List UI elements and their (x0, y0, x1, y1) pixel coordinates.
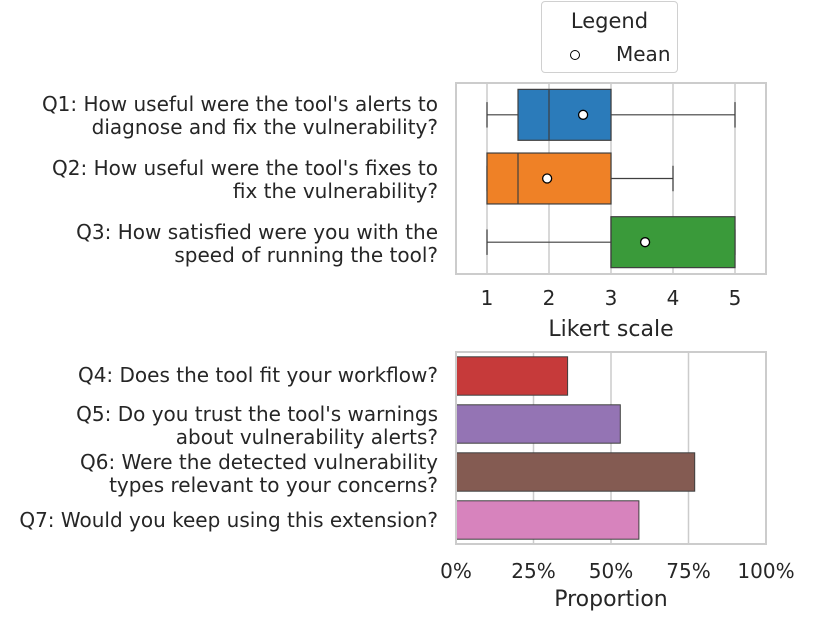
legend: Legend Mean (541, 1, 678, 73)
question-label-q1: Q1: How useful were the tool's alerts to… (41, 92, 438, 139)
question-label-q7: Q7: Would you keep using this extension? (19, 508, 438, 532)
bar-q5 (455, 404, 621, 444)
x-tick-label: 3 (605, 286, 618, 310)
x-tick-label: 0% (440, 559, 472, 583)
barplot-panel: 0% 25% 50% 75% 100% Proportion (440, 351, 795, 612)
boxplot-panel: 1 2 3 4 5 Likert scale (455, 82, 767, 342)
plot-frame (455, 82, 767, 275)
x-tick-label: 5 (729, 286, 742, 310)
legend-mean-label: Mean (616, 42, 671, 66)
x-axis-label: Likert scale (548, 317, 673, 342)
box-3 (486, 216, 736, 269)
box-2 (486, 152, 674, 205)
x-tick-label: 50% (589, 559, 633, 583)
x-tick-label: 1 (481, 286, 494, 310)
bar-q7 (455, 500, 640, 540)
box-iqr (610, 216, 736, 269)
mean-marker (639, 237, 651, 248)
mean-marker (541, 173, 553, 184)
box-1 (486, 88, 736, 141)
question-label-q6: Q6: Were the detected vulnerability types… (79, 450, 438, 497)
question-label-q3: Q3: How satisfied were you with the speed… (76, 220, 438, 267)
x-tick-label: 75% (666, 559, 710, 583)
question-label-q5: Q5: Do you trust the tool's warnings abou… (76, 402, 438, 449)
question-label-q2: Q2: How useful were the tool's fixes to f… (52, 156, 438, 203)
question-label-q4: Q4: Does the tool fit your workflow? (77, 363, 438, 387)
bar-q4 (455, 356, 569, 396)
x-axis-label: Proportion (554, 587, 668, 612)
plot-frame (455, 351, 767, 545)
x-tick-label: 25% (511, 559, 555, 583)
bar-q6 (455, 452, 696, 492)
mean-marker (577, 109, 589, 120)
legend-title: Legend (570, 9, 649, 33)
mean-marker-icon (570, 50, 580, 60)
x-tick-label: 4 (667, 286, 680, 310)
box-iqr (517, 88, 612, 141)
x-tick-label: 2 (543, 286, 556, 310)
x-tick-label: 100% (737, 559, 794, 583)
